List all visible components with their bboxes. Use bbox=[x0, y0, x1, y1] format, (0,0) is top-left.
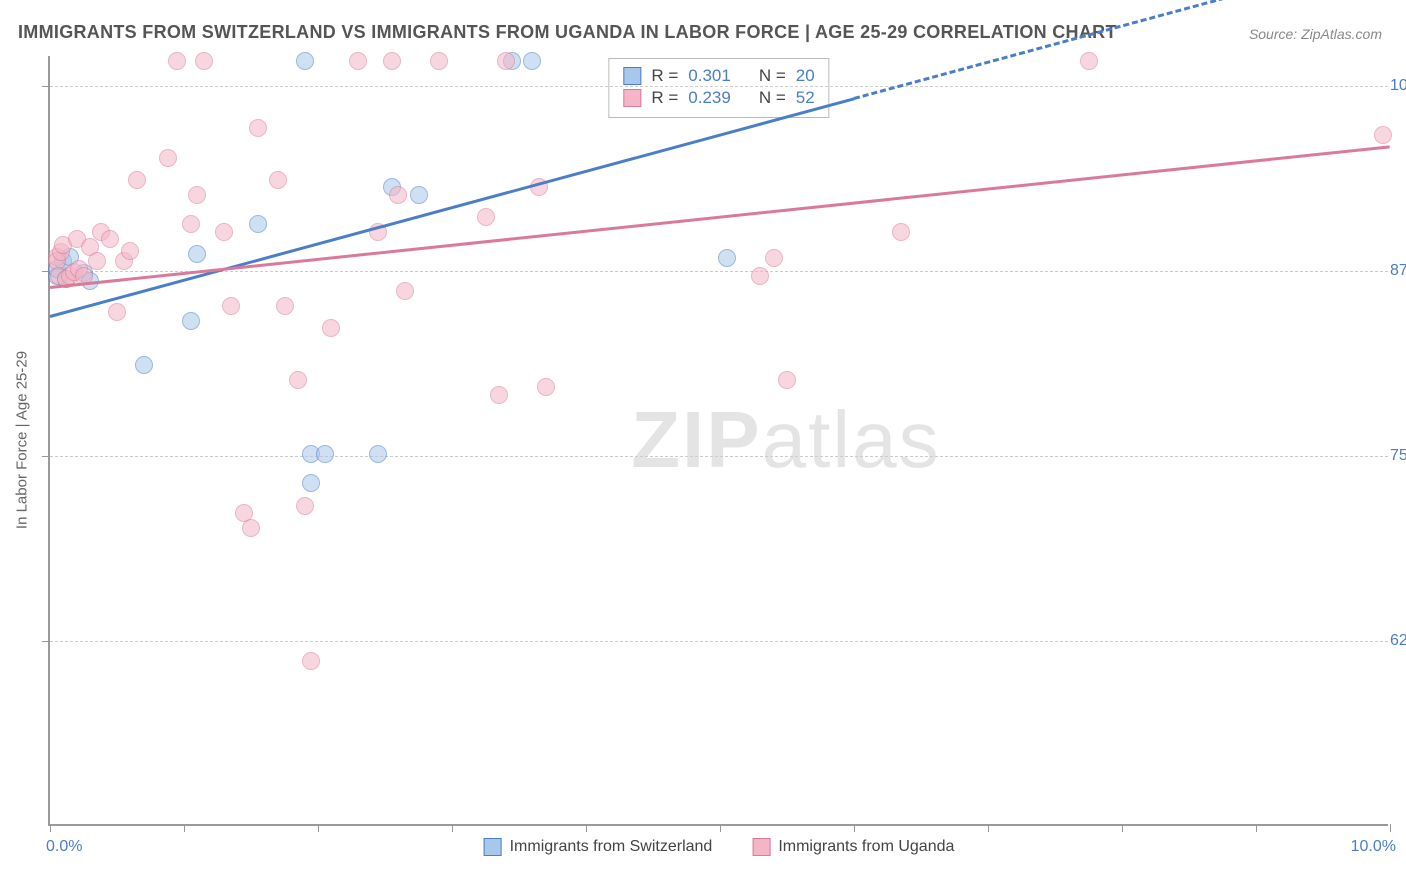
legend-row-switzerland: R = 0.301 N = 20 bbox=[623, 65, 814, 87]
watermark-light: atlas bbox=[762, 395, 941, 484]
data-point bbox=[396, 282, 414, 300]
series-label-uganda: Immigrants from Uganda bbox=[778, 838, 954, 856]
plot-area: ZIPatlas In Labor Force | Age 25-29 R = … bbox=[48, 56, 1388, 826]
data-point bbox=[751, 267, 769, 285]
y-tick-label: 75.0% bbox=[1390, 447, 1406, 465]
data-point bbox=[322, 319, 340, 337]
swatch-uganda bbox=[623, 89, 641, 107]
data-point bbox=[276, 297, 294, 315]
data-point bbox=[135, 356, 153, 374]
swatch-uganda bbox=[752, 838, 770, 856]
series-label-switzerland: Immigrants from Switzerland bbox=[510, 838, 713, 856]
y-tick bbox=[42, 86, 50, 87]
data-point bbox=[389, 186, 407, 204]
watermark: ZIPatlas bbox=[631, 394, 940, 486]
r-label: R = bbox=[651, 66, 678, 86]
data-point bbox=[195, 52, 213, 70]
x-tick bbox=[988, 824, 989, 832]
swatch-switzerland bbox=[484, 838, 502, 856]
x-axis-max-label: 10.0% bbox=[1351, 838, 1396, 856]
series-legend: Immigrants from Switzerland Immigrants f… bbox=[484, 838, 955, 856]
data-point bbox=[188, 245, 206, 263]
x-axis-min-label: 0.0% bbox=[46, 838, 82, 856]
y-tick bbox=[42, 641, 50, 642]
chart-title: IMMIGRANTS FROM SWITZERLAND VS IMMIGRANT… bbox=[18, 22, 1117, 43]
legend-item-uganda: Immigrants from Uganda bbox=[752, 838, 954, 856]
x-tick bbox=[586, 824, 587, 832]
data-point bbox=[215, 223, 233, 241]
source-attribution: Source: ZipAtlas.com bbox=[1249, 26, 1382, 42]
data-point bbox=[477, 208, 495, 226]
swatch-switzerland bbox=[623, 67, 641, 85]
data-point bbox=[182, 215, 200, 233]
y-tick-label: 100.0% bbox=[1390, 77, 1406, 95]
data-point bbox=[188, 186, 206, 204]
data-point bbox=[302, 474, 320, 492]
data-point bbox=[222, 297, 240, 315]
x-tick bbox=[50, 824, 51, 832]
r-label: R = bbox=[651, 88, 678, 108]
data-point bbox=[316, 445, 334, 463]
data-point bbox=[289, 371, 307, 389]
legend-row-uganda: R = 0.239 N = 52 bbox=[623, 87, 814, 109]
data-point bbox=[121, 242, 139, 260]
data-point bbox=[108, 303, 126, 321]
data-point bbox=[892, 223, 910, 241]
data-point bbox=[269, 171, 287, 189]
y-tick bbox=[42, 456, 50, 457]
n-label: N = bbox=[759, 88, 786, 108]
data-point bbox=[159, 149, 177, 167]
data-point bbox=[490, 386, 508, 404]
data-point bbox=[249, 215, 267, 233]
trend-line bbox=[50, 98, 855, 319]
data-point bbox=[1374, 126, 1392, 144]
data-point bbox=[765, 249, 783, 267]
x-tick bbox=[1390, 824, 1391, 832]
data-point bbox=[523, 52, 541, 70]
data-point bbox=[249, 119, 267, 137]
data-point bbox=[410, 186, 428, 204]
watermark-bold: ZIP bbox=[631, 395, 761, 484]
data-point bbox=[101, 230, 119, 248]
data-point bbox=[778, 371, 796, 389]
data-point bbox=[168, 52, 186, 70]
n-label: N = bbox=[759, 66, 786, 86]
x-tick bbox=[1256, 824, 1257, 832]
correlation-legend: R = 0.301 N = 20 R = 0.239 N = 52 bbox=[608, 58, 829, 118]
data-point bbox=[497, 52, 515, 70]
y-tick-label: 62.5% bbox=[1390, 632, 1406, 650]
n-value-switzerland: 20 bbox=[796, 66, 815, 86]
data-point bbox=[242, 519, 260, 537]
x-tick bbox=[318, 824, 319, 832]
r-value-uganda: 0.239 bbox=[688, 88, 731, 108]
gridline bbox=[50, 641, 1388, 642]
gridline bbox=[50, 456, 1388, 457]
r-value-switzerland: 0.301 bbox=[688, 66, 731, 86]
data-point bbox=[128, 171, 146, 189]
data-point bbox=[296, 52, 314, 70]
x-tick bbox=[452, 824, 453, 832]
data-point bbox=[182, 312, 200, 330]
gridline bbox=[50, 271, 1388, 272]
data-point bbox=[296, 497, 314, 515]
data-point bbox=[383, 52, 401, 70]
gridline bbox=[50, 86, 1388, 87]
y-tick-label: 87.5% bbox=[1390, 262, 1406, 280]
x-tick bbox=[1122, 824, 1123, 832]
data-point bbox=[537, 378, 555, 396]
x-tick bbox=[720, 824, 721, 832]
data-point bbox=[369, 445, 387, 463]
data-point bbox=[1080, 52, 1098, 70]
data-point bbox=[430, 52, 448, 70]
data-point bbox=[349, 52, 367, 70]
y-axis-title: In Labor Force | Age 25-29 bbox=[14, 351, 31, 529]
chart-container: IMMIGRANTS FROM SWITZERLAND VS IMMIGRANT… bbox=[0, 0, 1406, 892]
x-tick bbox=[854, 824, 855, 832]
data-point bbox=[718, 249, 736, 267]
data-point bbox=[88, 252, 106, 270]
legend-item-switzerland: Immigrants from Switzerland bbox=[484, 838, 713, 856]
data-point bbox=[302, 652, 320, 670]
n-value-uganda: 52 bbox=[796, 88, 815, 108]
x-tick bbox=[184, 824, 185, 832]
